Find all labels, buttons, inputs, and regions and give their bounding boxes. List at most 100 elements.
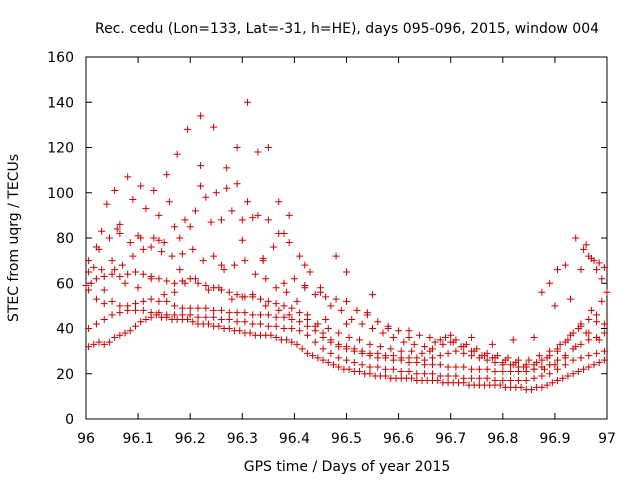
data-point — [301, 261, 309, 269]
data-point — [374, 363, 382, 371]
data-point — [488, 340, 496, 348]
data-point — [228, 207, 236, 215]
data-point — [301, 284, 309, 292]
data-point — [105, 338, 113, 346]
data-point — [415, 331, 423, 339]
data-point — [178, 304, 186, 312]
data-point — [462, 340, 470, 348]
data-point — [197, 112, 205, 120]
data-point — [468, 334, 476, 342]
data-point — [147, 309, 155, 317]
data-point — [264, 297, 272, 305]
x-tick-label: 97 — [598, 431, 616, 447]
data-point — [600, 263, 608, 271]
data-point — [335, 363, 343, 371]
data-point — [204, 320, 212, 328]
data-point — [447, 331, 455, 339]
data-point — [124, 270, 132, 278]
data-points — [82, 98, 611, 394]
data-point — [525, 356, 533, 364]
data-point — [202, 313, 210, 321]
data-point — [171, 288, 179, 296]
data-point — [436, 352, 444, 360]
data-point — [421, 356, 429, 364]
data-point — [574, 367, 582, 375]
data-point — [85, 268, 93, 276]
data-point — [444, 363, 452, 371]
data-point — [561, 361, 569, 369]
data-point — [577, 266, 585, 274]
data-point — [335, 354, 343, 362]
data-point — [350, 358, 358, 366]
data-point — [431, 338, 439, 346]
data-point — [303, 331, 311, 339]
data-point — [499, 367, 507, 375]
data-point — [92, 320, 100, 328]
data-point — [593, 266, 601, 274]
data-point — [210, 252, 218, 260]
data-point — [314, 354, 322, 362]
data-point — [345, 365, 353, 373]
data-point — [603, 288, 611, 296]
data-point — [95, 338, 103, 346]
data-point — [142, 315, 150, 323]
data-point — [577, 320, 585, 328]
data-point — [275, 198, 283, 206]
data-point — [194, 304, 202, 312]
data-point — [517, 383, 525, 391]
data-point — [345, 334, 353, 342]
data-point — [436, 361, 444, 369]
data-point — [194, 279, 202, 287]
x-tick-label: 96 — [77, 431, 95, 447]
data-point — [384, 325, 392, 332]
y-tick-label: 40 — [56, 322, 74, 338]
data-point — [574, 325, 582, 332]
data-point — [483, 374, 491, 382]
data-point — [264, 144, 272, 151]
data-point — [460, 349, 468, 357]
data-point — [225, 309, 233, 317]
data-point — [488, 354, 496, 362]
data-point — [468, 365, 476, 373]
data-point — [530, 365, 538, 373]
data-point — [210, 306, 218, 314]
data-point — [551, 361, 559, 369]
data-point — [272, 284, 280, 292]
data-point — [327, 302, 335, 310]
data-point — [202, 282, 210, 290]
data-point — [111, 266, 119, 274]
data-point — [272, 313, 280, 321]
data-point — [163, 311, 171, 319]
data-point — [389, 365, 397, 373]
data-point — [280, 229, 288, 237]
data-point — [90, 263, 98, 271]
data-point — [191, 207, 199, 215]
data-point — [155, 211, 163, 219]
data-point — [343, 297, 350, 305]
data-point — [567, 331, 575, 339]
data-point — [556, 340, 564, 348]
data-point — [444, 349, 452, 357]
data-point — [288, 338, 296, 346]
data-point — [116, 302, 124, 310]
x-tick-label: 96.4 — [279, 431, 310, 447]
x-tick-label: 96.3 — [227, 431, 258, 447]
data-point — [405, 367, 413, 375]
data-point — [155, 309, 163, 317]
x-tick-label: 96.9 — [539, 431, 570, 447]
y-tick-label: 0 — [65, 412, 74, 428]
data-point — [366, 349, 374, 357]
data-point — [337, 306, 345, 314]
data-point — [413, 370, 421, 378]
data-point — [483, 356, 491, 364]
data-point — [436, 372, 444, 380]
data-point — [543, 354, 551, 362]
data-point — [155, 297, 163, 305]
data-point — [270, 243, 278, 251]
data-point — [134, 232, 142, 240]
data-point — [426, 347, 434, 355]
data-point — [538, 288, 546, 296]
data-point — [283, 336, 291, 344]
data-point — [585, 363, 593, 371]
data-point — [530, 334, 538, 342]
